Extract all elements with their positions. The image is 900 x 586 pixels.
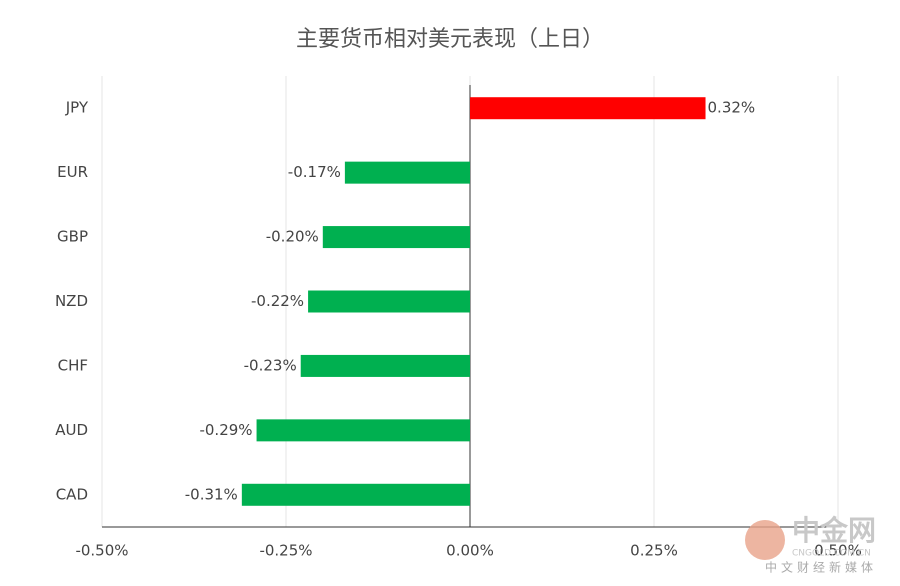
value-label: -0.31% <box>185 485 238 503</box>
x-tick-label: 0.00% <box>446 542 494 560</box>
chart-title: 主要货币相对美元表现（上日） <box>296 27 604 52</box>
x-tick-label: -0.25% <box>259 542 312 560</box>
bar <box>300 354 470 377</box>
y-tick-label: AUD <box>55 421 88 439</box>
y-tick-label: EUR <box>57 163 88 181</box>
value-label: -0.22% <box>251 292 304 310</box>
x-tick-label: 0.25% <box>630 542 678 560</box>
x-tick-label: -0.50% <box>75 542 128 560</box>
bar <box>344 161 470 184</box>
watermark-icon <box>745 520 785 560</box>
bar <box>470 97 706 120</box>
bar <box>322 226 470 249</box>
value-label: -0.29% <box>199 421 252 439</box>
watermark-slogan: 中文财经新媒体 <box>765 560 877 575</box>
y-tick-label: GBP <box>57 228 88 246</box>
y-tick-label: JPY <box>65 99 89 117</box>
watermark-site: CNGOLD.COM.CN <box>792 549 871 559</box>
y-tick-label: NZD <box>55 292 88 310</box>
bar <box>308 290 470 313</box>
watermark-logo: 中金网 <box>792 514 876 547</box>
bar <box>241 483 470 506</box>
y-tick-label: CHF <box>58 356 88 374</box>
x-tick-label: 0.50% <box>814 542 862 560</box>
value-label: -0.23% <box>244 356 297 374</box>
value-label: 0.32% <box>708 99 756 117</box>
value-label: -0.17% <box>288 163 341 181</box>
bar <box>256 419 470 442</box>
value-label: -0.20% <box>266 228 319 246</box>
y-tick-label: CAD <box>56 485 88 503</box>
